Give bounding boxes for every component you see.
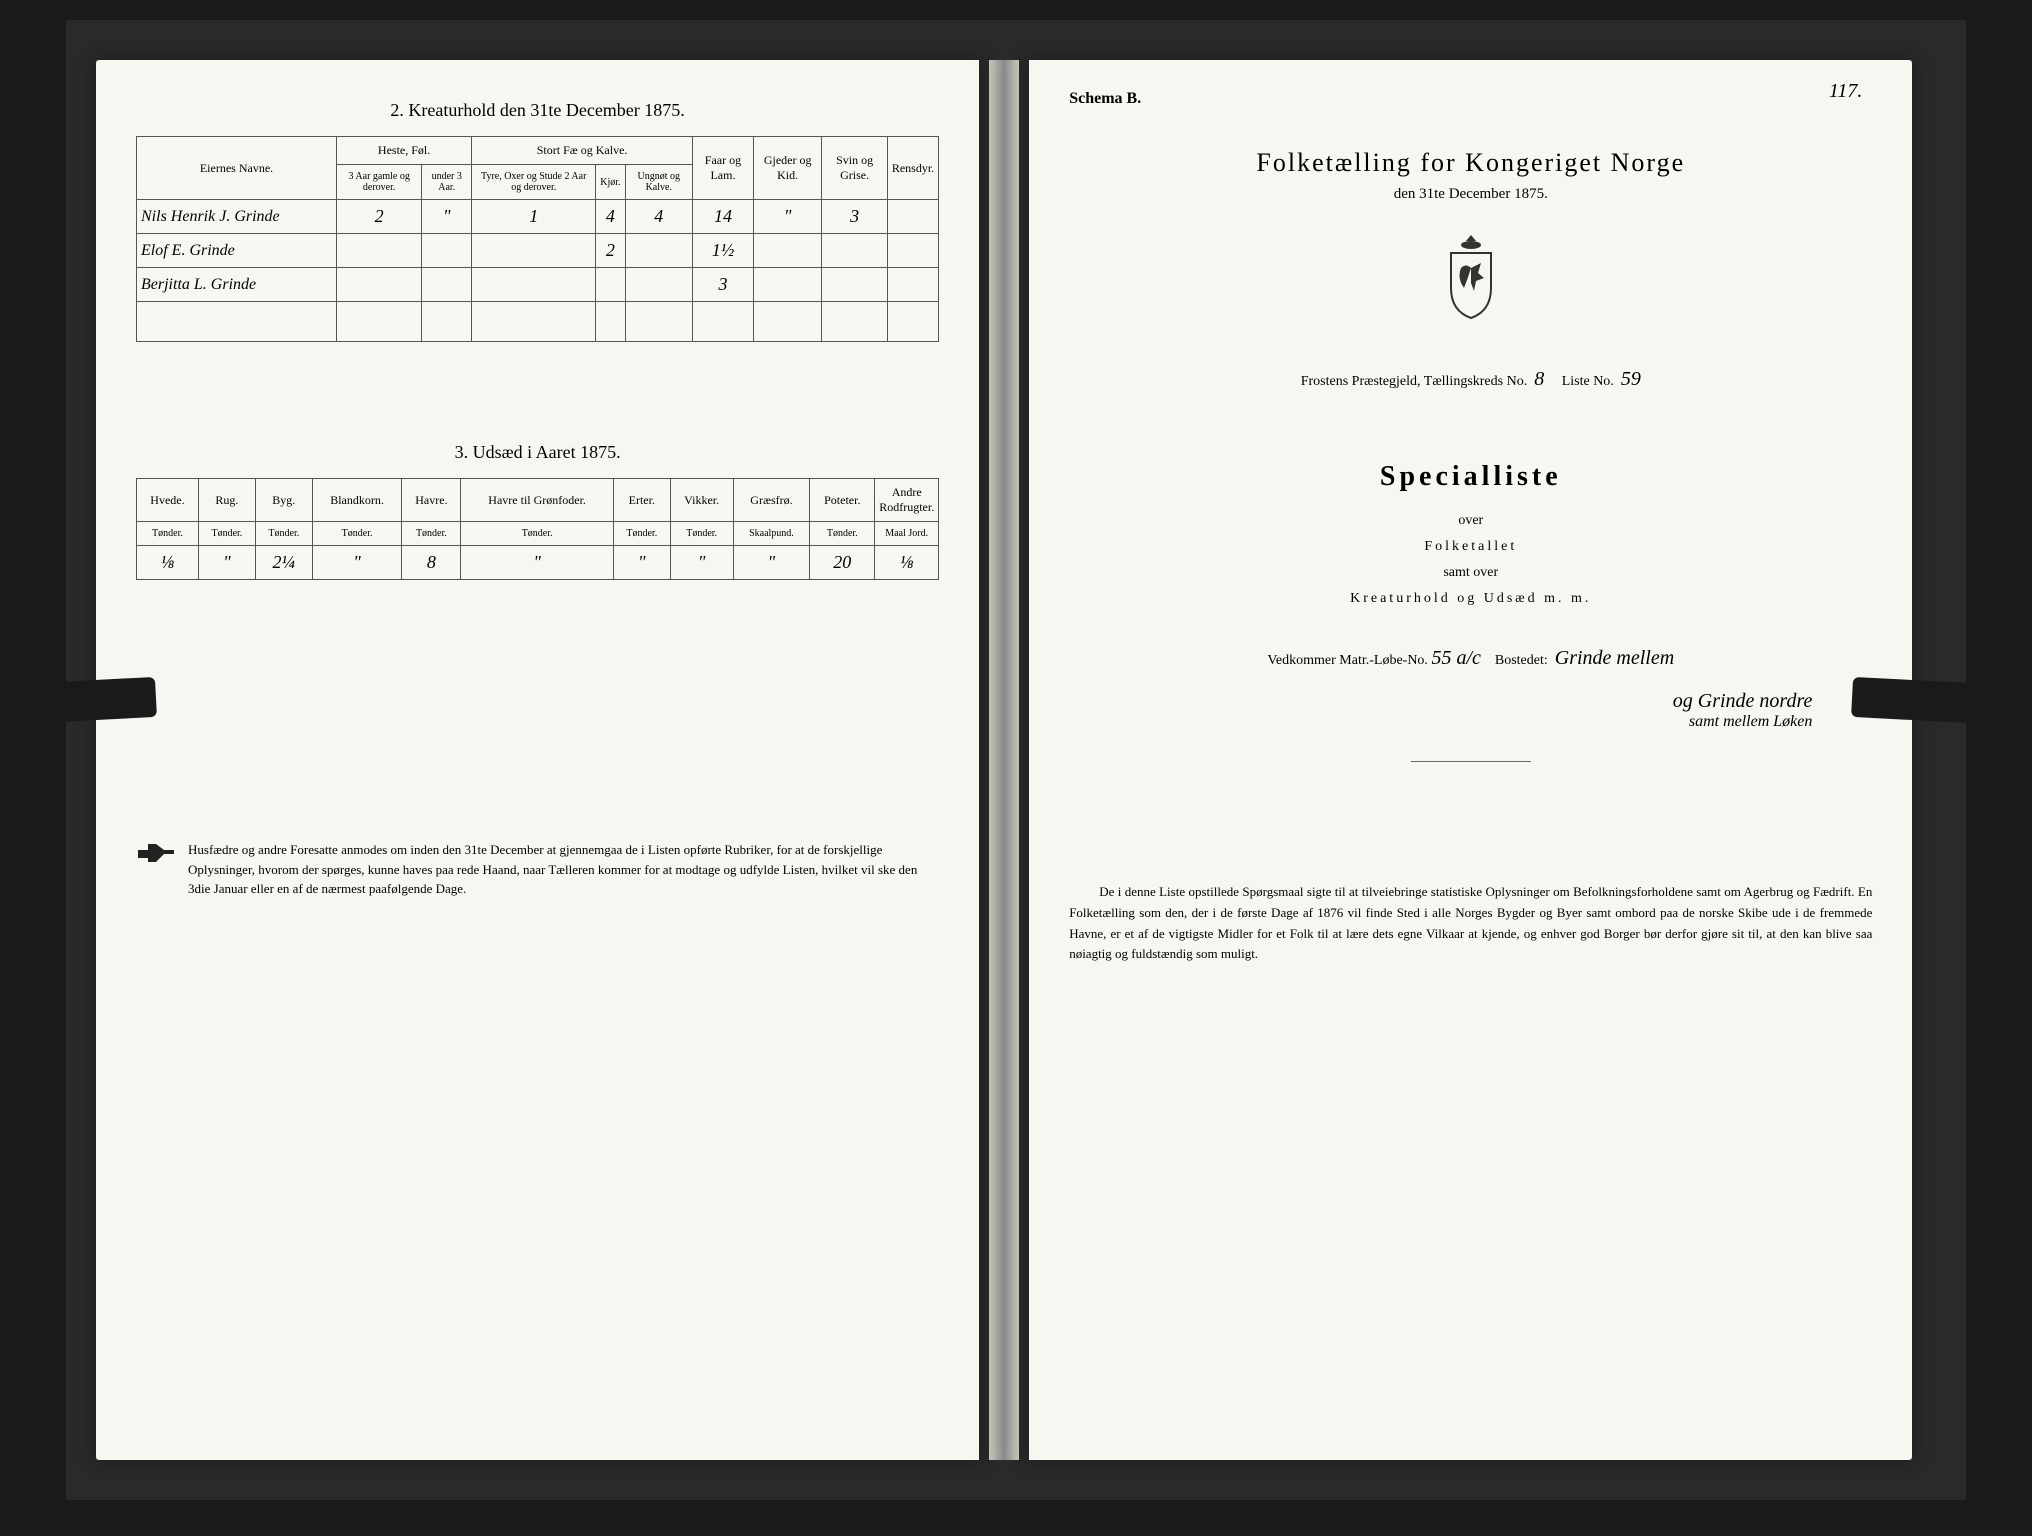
table-row: ⅛ " 2¼ " 8 " " " " 20 ⅛ [137, 546, 939, 580]
schema-label: Schema B. [1069, 90, 1872, 108]
th-unit: Tønder. [255, 522, 312, 546]
th-h2: under 3 Aar. [422, 165, 472, 200]
table-row: Nils Henrik J. Grinde 2 " 1 4 4 14 " 3 [137, 200, 939, 234]
th-seed: Havre til Grønfoder. [461, 479, 613, 522]
notice-text: Husfædre og andre Foresatte anmodes om i… [188, 840, 939, 899]
census-date: den 31te December 1875. [1069, 186, 1872, 203]
th-unit: Tønder. [461, 522, 613, 546]
table-row: Berjitta L. Grinde 3 [137, 268, 939, 302]
table-row [137, 322, 939, 342]
binder-clip-left [35, 677, 157, 723]
samt-label: samt over [1069, 565, 1872, 581]
th-c1: Tyre, Oxer og Stude 2 Aar og derover. [472, 165, 596, 200]
th-seed: Byg. [255, 479, 312, 522]
th-c3: Ungnøt og Kalve. [625, 165, 692, 200]
th-seed: Blandkorn. [312, 479, 402, 522]
th-horses: Heste, Føl. [337, 137, 472, 165]
th-unit: Maal Jord. [875, 522, 939, 546]
district-line: Frostens Præstegjeld, Tællingskreds No. … [1069, 368, 1872, 391]
notice-block: Husfædre og andre Foresatte anmodes om i… [136, 840, 939, 899]
th-seed: Hvede. [137, 479, 199, 522]
th-sheep: Faar og Lam. [692, 137, 753, 200]
bottom-paragraph: De i denne Liste opstillede Spørgsmaal s… [1069, 882, 1872, 965]
bosted-cont: og Grinde nordre samt mellem Løken [1069, 690, 1872, 731]
th-owner: Eiernes Navne. [137, 137, 337, 200]
right-page: 117. Schema B. Folketælling for Kongerig… [1029, 60, 1912, 1460]
th-goats: Gjeder og Kid. [753, 137, 821, 200]
table-row: Elof E. Grinde 2 1½ [137, 234, 939, 268]
kreatur-label: Kreaturhold og Udsæd m. m. [1069, 591, 1872, 607]
matr-line: Vedkommer Matr.-Løbe-No. 55 a/c Bostedet… [1069, 647, 1872, 670]
th-c2: Kjør. [596, 165, 625, 200]
bosted-3: samt mellem Løken [1689, 713, 1813, 730]
th-cattle: Stort Fæ og Kalve. [472, 137, 693, 165]
list-prefix: Liste No. [1562, 374, 1614, 389]
th-seed: Vikker. [670, 479, 733, 522]
folketallet-label: Folketallet [1069, 539, 1872, 555]
th-unit: Tønder. [402, 522, 461, 546]
district-prefix: Frostens Præstegjeld, Tællingskreds No. [1301, 374, 1527, 389]
th-unit: Tønder. [312, 522, 402, 546]
divider [1411, 761, 1531, 762]
th-unit: Tønder. [198, 522, 255, 546]
matr-label: Vedkommer Matr.-Løbe-No. [1267, 653, 1428, 668]
district-no: 8 [1534, 368, 1544, 390]
seed-table: Hvede. Rug. Byg. Blandkorn. Havre. Havre… [136, 478, 939, 580]
th-seed: Rug. [198, 479, 255, 522]
th-pigs: Svin og Grise. [822, 137, 888, 200]
coat-of-arms-icon [1069, 233, 1872, 328]
th-seed: Poteter. [810, 479, 875, 522]
th-seed: Erter. [613, 479, 670, 522]
book-spread: 2. Kreaturhold den 31te December 1875. E… [66, 20, 1966, 1500]
section2-title: 2. Kreaturhold den 31te December 1875. [136, 100, 939, 121]
binder-clip-right [1851, 677, 1973, 723]
th-unit: Tønder. [137, 522, 199, 546]
th-unit: Tønder. [670, 522, 733, 546]
th-unit: Tønder. [613, 522, 670, 546]
matr-no: 55 a/c [1431, 647, 1480, 669]
left-page: 2. Kreaturhold den 31te December 1875. E… [96, 60, 979, 1460]
list-no: 59 [1621, 368, 1641, 390]
bosted-label: Bostedet: [1495, 653, 1548, 668]
bosted-1: Grinde mellem [1555, 647, 1674, 669]
livestock-table: Eiernes Navne. Heste, Føl. Stort Fæ og K… [136, 136, 939, 342]
census-title: Folketælling for Kongeriget Norge [1069, 148, 1872, 178]
specialliste-heading: Specialliste [1069, 461, 1872, 493]
th-seed: Andre Rodfrugter. [875, 479, 939, 522]
table-row [137, 302, 939, 322]
over-label: over [1069, 513, 1872, 529]
th-reindeer: Rensdyr. [887, 137, 938, 200]
th-unit: Tønder. [810, 522, 875, 546]
bosted-2: og Grinde nordre [1673, 690, 1813, 712]
pointing-hand-icon [136, 840, 176, 866]
book-gutter [989, 60, 1019, 1460]
page-number: 117. [1829, 80, 1863, 103]
th-seed: Havre. [402, 479, 461, 522]
th-unit: Skaalpund. [733, 522, 810, 546]
th-seed: Græsfrø. [733, 479, 810, 522]
section3-title: 3. Udsæd i Aaret 1875. [136, 442, 939, 463]
th-h1: 3 Aar gamle og derover. [337, 165, 422, 200]
